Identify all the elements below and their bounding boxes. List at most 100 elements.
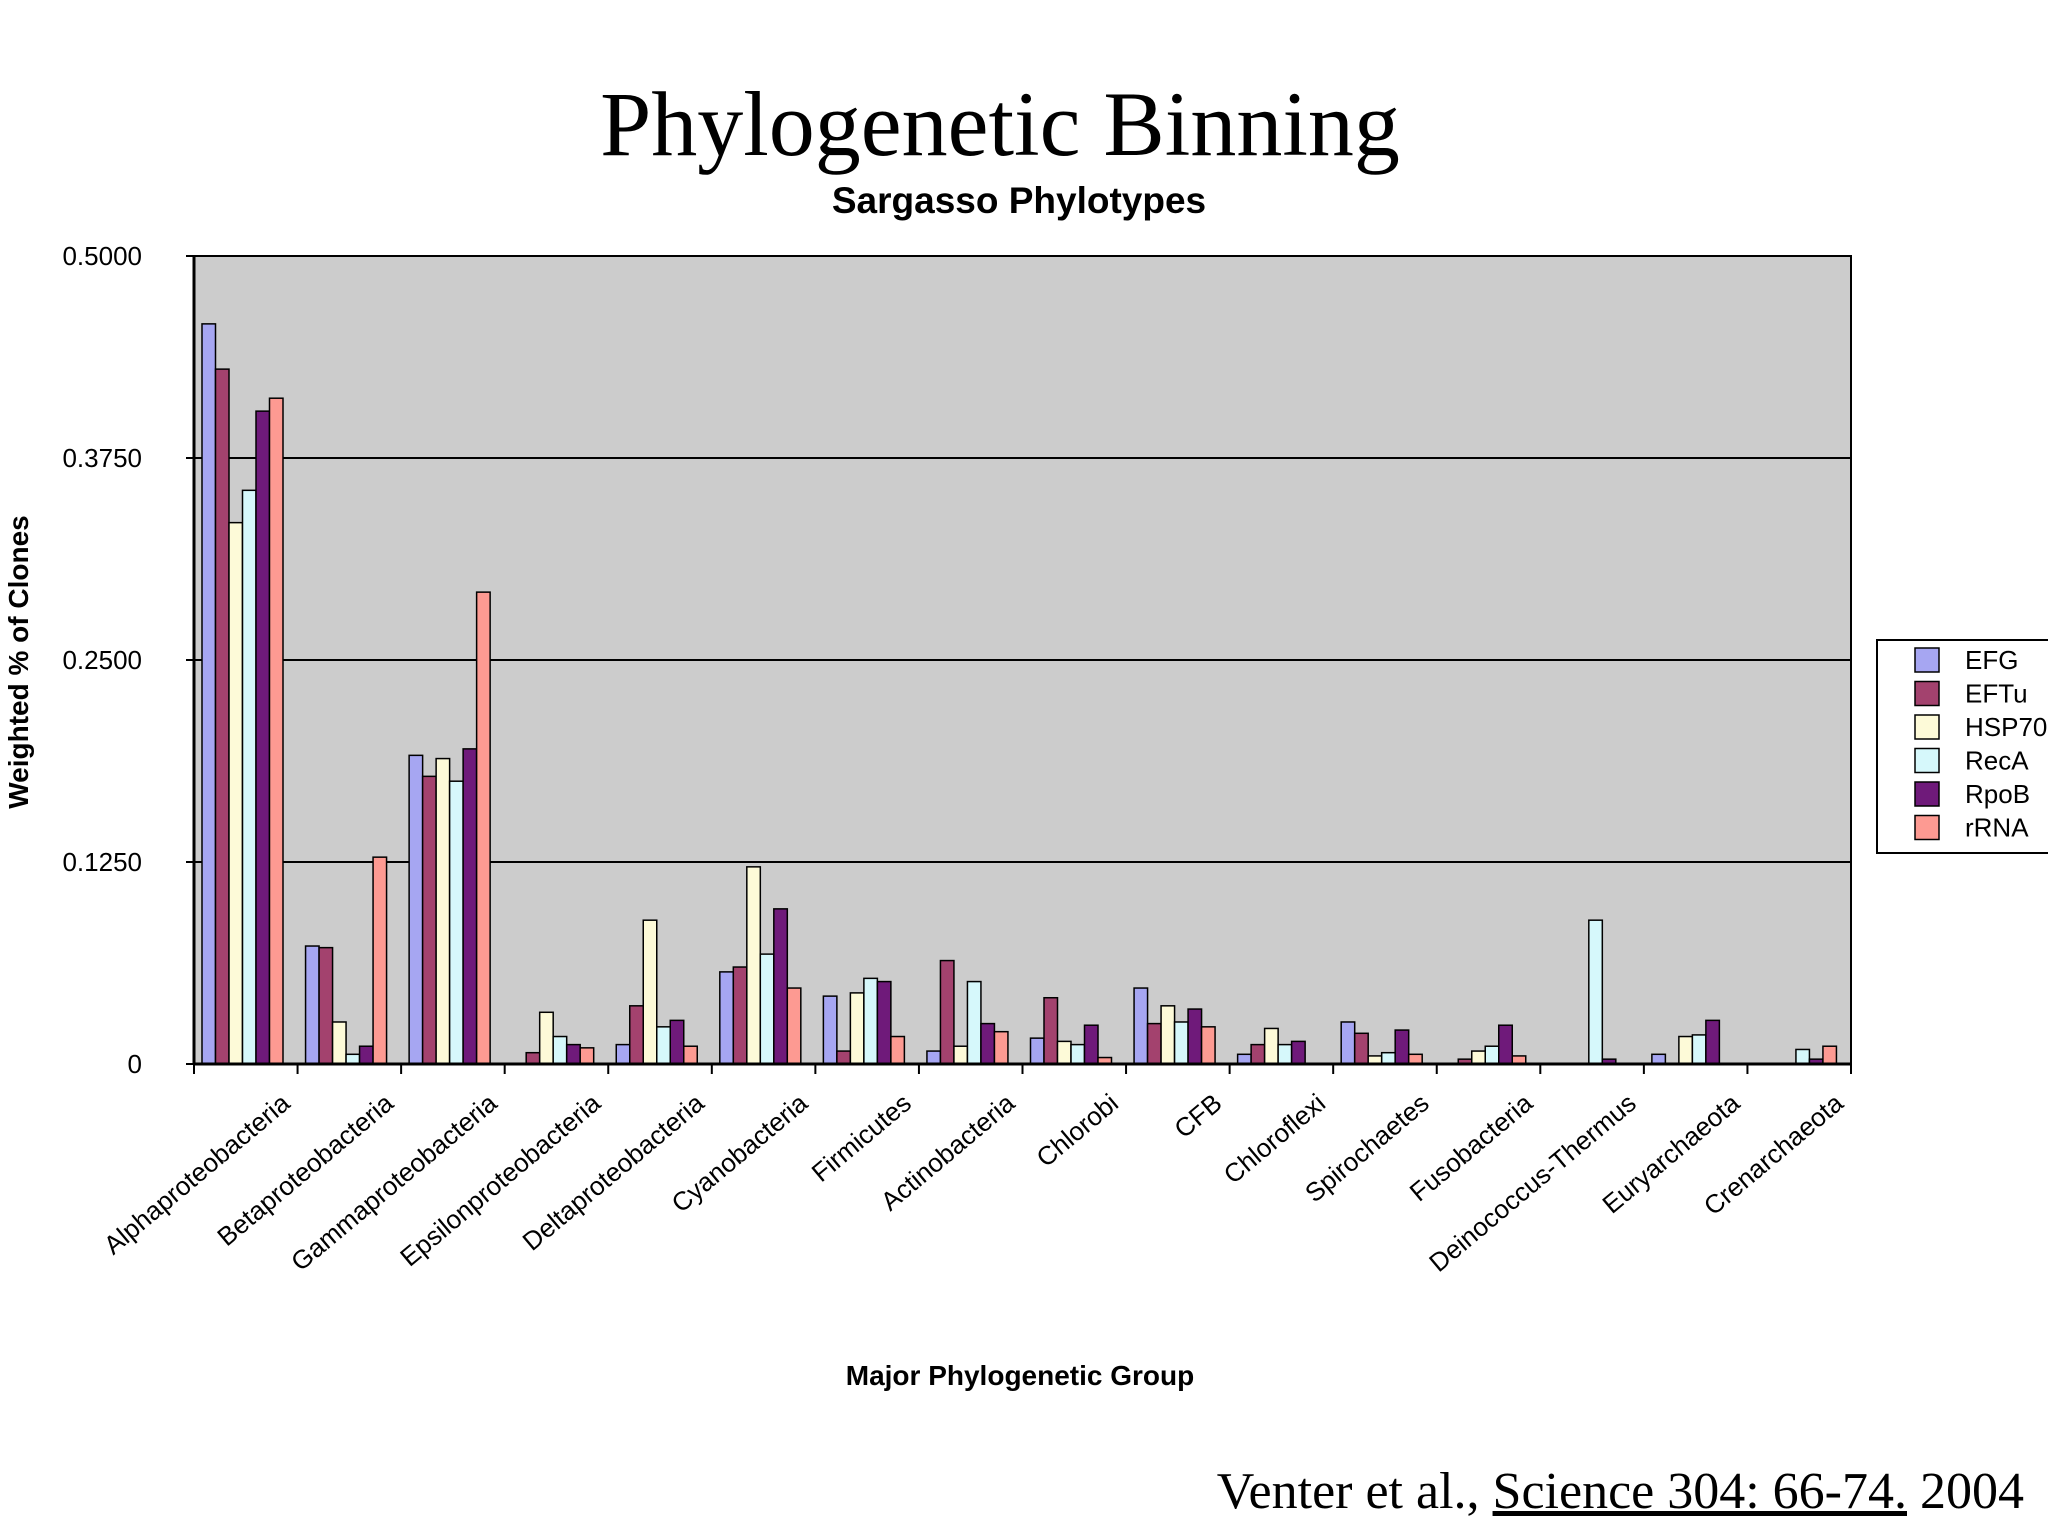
bar-hsp70-epsilonproteobacteria bbox=[538, 1011, 554, 1065]
x-tick-label: Betaproteobacteria bbox=[211, 1087, 399, 1252]
bar-hsp70-alphaproteobacteria bbox=[228, 521, 244, 1065]
bar-reca-euryarchaeota bbox=[1691, 1034, 1707, 1065]
bar-hsp70-chlorobi bbox=[1056, 1040, 1072, 1065]
bar-rrna-actinobacteria bbox=[993, 1030, 1009, 1065]
bar-reca-fusobacteria bbox=[1484, 1045, 1500, 1065]
y-axis-label: Weighted % of Clones bbox=[3, 515, 34, 809]
bar-rpob-deltaproteobacteria bbox=[669, 1019, 685, 1065]
bar-hsp70-deltaproteobacteria bbox=[642, 919, 658, 1065]
bar-rpob-epsilonproteobacteria bbox=[565, 1043, 581, 1065]
bar-rpob-chloroflexi bbox=[1290, 1040, 1306, 1065]
legend-label-hsp70: HSP70 bbox=[1965, 712, 2047, 742]
bar-rrna-epsilonproteobacteria bbox=[579, 1047, 595, 1065]
bar-reca-chlorobi bbox=[1070, 1043, 1086, 1065]
legend-label-efg: EFG bbox=[1965, 645, 2018, 675]
citation: Venter et al., Science 304: 66-74. 2004 bbox=[1217, 1462, 2024, 1521]
bar-rpob-fusobacteria bbox=[1498, 1024, 1513, 1065]
legend-swatch-eftu bbox=[1914, 680, 1940, 707]
bar-hsp70-cfb bbox=[1160, 1005, 1176, 1065]
y-tick-labels: 0 0.1250 0.2500 0.3750 0.5000 bbox=[62, 241, 194, 1079]
y-tick-label: 0.3750 bbox=[62, 443, 142, 473]
slide-title: Phylogenetic Binning bbox=[600, 73, 1400, 175]
bar-hsp70-cyanobacteria bbox=[746, 866, 762, 1065]
bar-eftu-betaproteobacteria bbox=[318, 946, 334, 1065]
bar-reca-cfb bbox=[1173, 1021, 1189, 1065]
bar-hsp70-actinobacteria bbox=[953, 1045, 969, 1065]
citation-journal-link[interactable]: Science 304: 66-74. bbox=[1492, 1463, 1907, 1520]
bar-efg-actinobacteria bbox=[926, 1050, 942, 1065]
bar-reca-deinococcus-thermus bbox=[1588, 919, 1604, 1065]
bar-eftu-firmicutes bbox=[836, 1050, 852, 1065]
bar-rrna-betaproteobacteria bbox=[372, 856, 388, 1065]
bar-reca-alphaproteobacteria bbox=[241, 489, 257, 1065]
bar-reca-crenarchaeota bbox=[1795, 1048, 1811, 1065]
bar-rrna-cfb bbox=[1200, 1026, 1216, 1065]
bar-reca-firmicutes bbox=[863, 977, 879, 1065]
bar-eftu-chloroflexi bbox=[1250, 1043, 1266, 1065]
bar-rrna-cyanobacteria bbox=[786, 987, 802, 1065]
bar-rpob-actinobacteria bbox=[980, 1022, 996, 1065]
bar-eftu-spirochaetes bbox=[1353, 1032, 1369, 1065]
bar-eftu-chlorobi bbox=[1043, 996, 1059, 1065]
bar-reca-gammaproteobacteria bbox=[448, 780, 464, 1065]
legend-box bbox=[1876, 639, 2048, 854]
chart-title: Sargasso Phylotypes bbox=[832, 180, 1206, 221]
bar-reca-chloroflexi bbox=[1277, 1043, 1293, 1065]
y-tick-label: 0 bbox=[128, 1049, 142, 1079]
x-tick-label: Epsilonproteobacteria bbox=[394, 1087, 606, 1272]
bar-eftu-epsilonproteobacteria bbox=[525, 1051, 541, 1065]
bar-hsp70-fusobacteria bbox=[1471, 1050, 1486, 1065]
legend-swatch-hsp70 bbox=[1914, 714, 1940, 740]
y-tick-label: 0.1250 bbox=[62, 847, 142, 877]
citation-year: 2004 bbox=[1920, 1463, 2024, 1520]
legend-label-rpob: RpoB bbox=[1965, 779, 2030, 809]
bar-reca-deltaproteobacteria bbox=[656, 1026, 671, 1065]
bar-efg-gammaproteobacteria bbox=[408, 754, 424, 1065]
bar-reca-epsilonproteobacteria bbox=[552, 1035, 568, 1065]
bar-efg-betaproteobacteria bbox=[304, 945, 320, 1065]
y-tick-label: 0.5000 bbox=[62, 241, 142, 271]
bar-efg-alphaproteobacteria bbox=[201, 323, 217, 1065]
bar-rpob-betaproteobacteria bbox=[358, 1045, 374, 1065]
legend-label-eftu: EFTu bbox=[1965, 679, 2028, 709]
bar-eftu-actinobacteria bbox=[939, 959, 955, 1065]
bar-reca-actinobacteria bbox=[966, 980, 982, 1065]
legend-label-reca: RecA bbox=[1965, 746, 2029, 776]
bar-efg-cfb bbox=[1133, 987, 1149, 1065]
bar-rrna-crenarchaeota bbox=[1822, 1045, 1838, 1065]
bar-hsp70-gammaproteobacteria bbox=[435, 757, 451, 1065]
legend-swatch-rrna bbox=[1914, 814, 1940, 841]
bar-eftu-cfb bbox=[1146, 1022, 1162, 1065]
bar-efg-spirochaetes bbox=[1340, 1021, 1356, 1065]
bar-eftu-gammaproteobacteria bbox=[421, 775, 437, 1065]
bar-efg-firmicutes bbox=[822, 995, 838, 1065]
bar-efg-chlorobi bbox=[1029, 1037, 1045, 1065]
bar-rrna-gammaproteobacteria bbox=[475, 591, 491, 1065]
bar-hsp70-chloroflexi bbox=[1263, 1027, 1279, 1065]
x-tick-label: Alphaproteobacteria bbox=[98, 1087, 296, 1260]
bar-rrna-alphaproteobacteria bbox=[268, 397, 284, 1065]
legend-swatch-efg bbox=[1914, 647, 1940, 673]
legend-swatch-rpob bbox=[1914, 781, 1940, 807]
x-tick-label: CFB bbox=[1168, 1088, 1227, 1144]
bar-rrna-firmicutes bbox=[890, 1035, 906, 1065]
bar-reca-spirochaetes bbox=[1380, 1051, 1396, 1065]
x-tick-labels: AlphaproteobacteriaBetaproteobacteriaGam… bbox=[98, 1064, 1852, 1278]
bar-efg-cyanobacteria bbox=[719, 971, 735, 1065]
bar-efg-deltaproteobacteria bbox=[615, 1043, 631, 1065]
bar-rpob-firmicutes bbox=[876, 980, 892, 1065]
legend-swatch-reca bbox=[1914, 747, 1940, 774]
bar-reca-cyanobacteria bbox=[759, 953, 775, 1065]
x-tick-label: Chlorobi bbox=[1030, 1088, 1123, 1173]
citation-authors: Venter et al., bbox=[1216, 1463, 1480, 1520]
bar-rrna-deltaproteobacteria bbox=[683, 1045, 698, 1065]
bar-rpob-chlorobi bbox=[1083, 1024, 1099, 1065]
bar-eftu-deltaproteobacteria bbox=[629, 1005, 644, 1065]
bar-rpob-euryarchaeota bbox=[1705, 1019, 1721, 1065]
bar-rpob-alphaproteobacteria bbox=[255, 410, 271, 1065]
y-tick-label: 0.2500 bbox=[62, 645, 142, 675]
bar-rpob-spirochaetes bbox=[1394, 1029, 1410, 1065]
bar-hsp70-euryarchaeota bbox=[1678, 1035, 1694, 1065]
